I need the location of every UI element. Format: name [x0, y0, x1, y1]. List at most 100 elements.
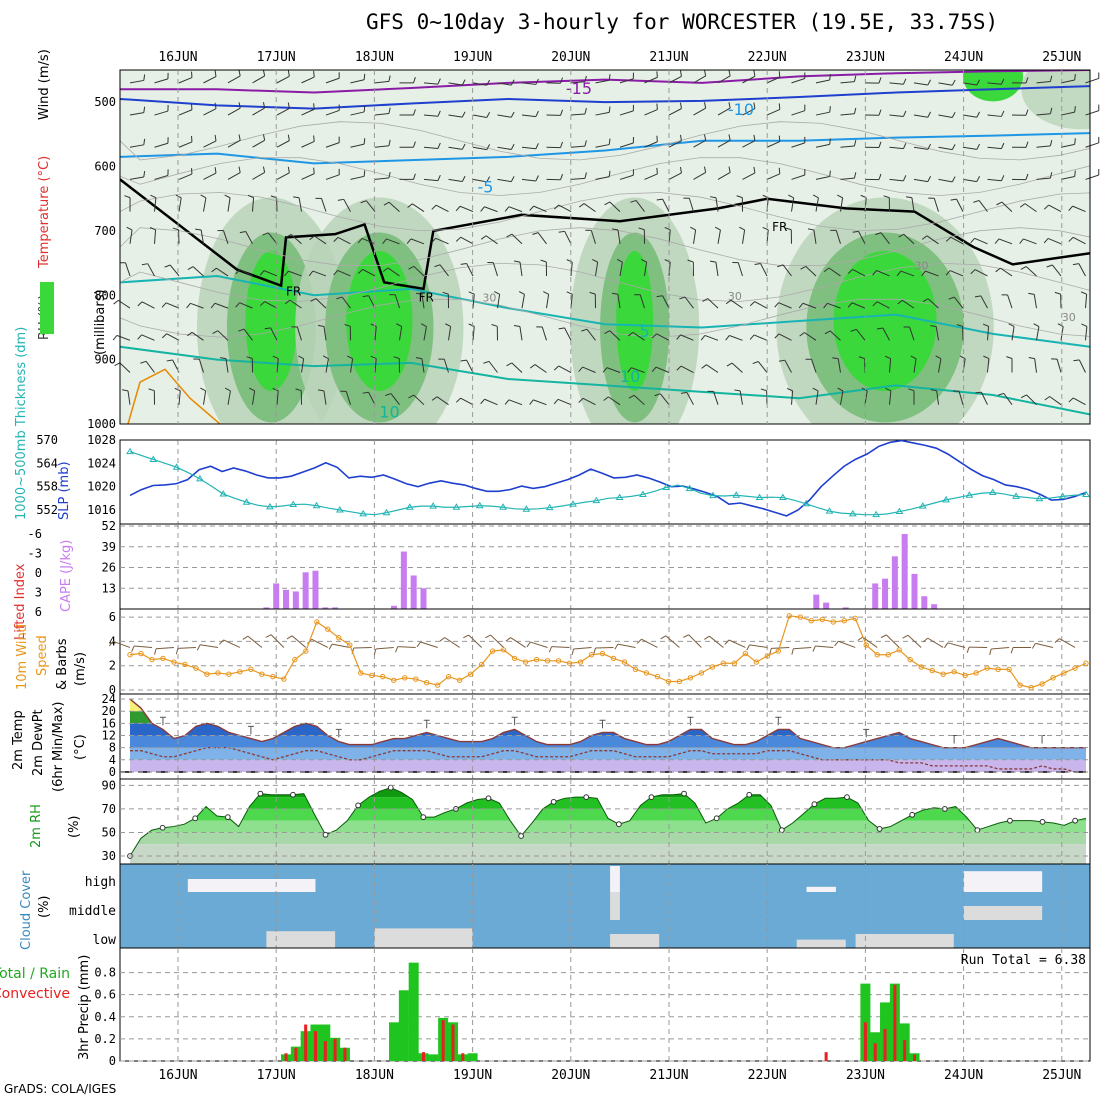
x-tick-date-top: 18JUN	[355, 50, 394, 65]
wind-speed-marker	[204, 671, 210, 677]
rh-region-saturated	[616, 251, 654, 392]
wind-barb	[480, 398, 485, 405]
wind-barb	[1019, 238, 1024, 244]
wind-barb	[1000, 110, 1005, 117]
temperature-band	[130, 699, 1086, 712]
wind-barb	[1044, 396, 1050, 401]
wind-barb	[224, 194, 231, 199]
wind-barb	[413, 141, 416, 148]
wind-barb	[510, 111, 515, 118]
wind-barb	[214, 102, 217, 109]
wind-speed-marker	[489, 648, 496, 654]
wind-barb	[396, 323, 402, 327]
surface-wind-barb	[660, 635, 666, 640]
y-tick-wind-speed: 0	[109, 683, 116, 697]
wind-barb	[461, 79, 466, 86]
wind-speed-marker	[1050, 675, 1056, 681]
temperature-bands	[130, 699, 1086, 772]
wind-barb	[753, 70, 756, 77]
wind-barb	[345, 391, 351, 405]
wind-speed-marker	[303, 648, 309, 654]
surface-wind-barb	[133, 645, 153, 648]
precip-total-bar	[428, 1054, 439, 1061]
wind-barb	[815, 176, 830, 180]
wind-barb	[974, 269, 988, 277]
wind-barb	[584, 172, 587, 179]
wind-speed-marker	[929, 667, 935, 674]
wind-barb	[709, 260, 717, 263]
y-tick-thickness: 552	[36, 503, 58, 517]
wind-speed-marker	[171, 659, 177, 665]
wind-barb	[374, 80, 389, 84]
wind-speed-marker	[852, 615, 858, 621]
y-tick-cape: 26	[102, 561, 116, 575]
cape-bar	[921, 596, 928, 609]
wind-barb	[606, 367, 621, 373]
wind-barb	[413, 173, 416, 180]
wind-barb	[504, 206, 510, 212]
wind-barb	[423, 178, 438, 182]
wind-barb	[976, 176, 981, 182]
surface-wind-barb	[771, 646, 790, 649]
wind-barb	[141, 334, 155, 341]
wind-barb	[178, 109, 193, 116]
surface-wind-barb	[688, 634, 702, 648]
wind-barb	[715, 197, 719, 212]
thickness-marker	[965, 491, 974, 498]
wind-speed-marker	[347, 642, 353, 648]
panel-frame	[119, 608, 1091, 695]
wind-barb	[141, 301, 155, 309]
wind-barb	[938, 114, 953, 118]
wind-barb	[938, 358, 942, 373]
surface-wind-barb	[709, 635, 724, 648]
wind-barb	[617, 294, 621, 309]
wind-barb	[800, 265, 807, 270]
precip-convective-bar	[333, 1038, 337, 1061]
wind-barb	[938, 82, 953, 86]
wind-barb	[252, 172, 265, 180]
thickness-marker	[405, 503, 414, 510]
thickness-marker	[732, 491, 741, 498]
wind-barb	[945, 270, 951, 276]
cape-bar	[872, 583, 879, 609]
wind-barb	[762, 226, 769, 231]
thickness-marker	[755, 493, 764, 501]
wind-barb	[905, 196, 913, 199]
wind-barb	[535, 143, 539, 149]
wind-barb	[284, 270, 289, 277]
surface-wind-barb	[944, 642, 949, 649]
wind-barb	[798, 302, 804, 309]
wind-barb	[437, 142, 441, 149]
wind-barb	[137, 334, 142, 340]
wind-barb	[238, 328, 245, 332]
wind-barb	[754, 301, 768, 309]
wind-barb	[484, 206, 498, 213]
rh-marker	[811, 801, 818, 808]
wind-speed-marker	[797, 614, 803, 620]
wind-barb	[224, 387, 231, 392]
cape-bar	[332, 607, 339, 609]
wind-barb	[633, 394, 645, 406]
panel-frame	[119, 69, 1091, 425]
wind-barb	[638, 227, 645, 231]
surface-wind-barb	[815, 645, 834, 648]
wind-barb	[875, 232, 882, 236]
wind-barb	[908, 388, 915, 392]
wind-barb	[227, 107, 241, 116]
wind-barb	[333, 237, 339, 242]
wind-barb	[200, 229, 204, 244]
contour-label: -15	[566, 79, 592, 98]
surface-wind-barb	[286, 635, 293, 640]
wind-barb	[252, 75, 265, 84]
wind-barb	[276, 358, 279, 373]
wind-barb	[1011, 326, 1015, 341]
contour-label: 30	[482, 292, 496, 305]
thickness-marker	[359, 509, 368, 517]
wind-speed-marker	[1061, 670, 1067, 676]
y-tick-lifted-index: 0	[35, 566, 42, 580]
wind-barb	[388, 75, 391, 82]
wind-barb	[161, 302, 167, 308]
wind-barb	[546, 294, 550, 309]
wind-barb	[728, 134, 731, 141]
axis-label-precip: 3hr Precip (mm)	[77, 955, 92, 1060]
